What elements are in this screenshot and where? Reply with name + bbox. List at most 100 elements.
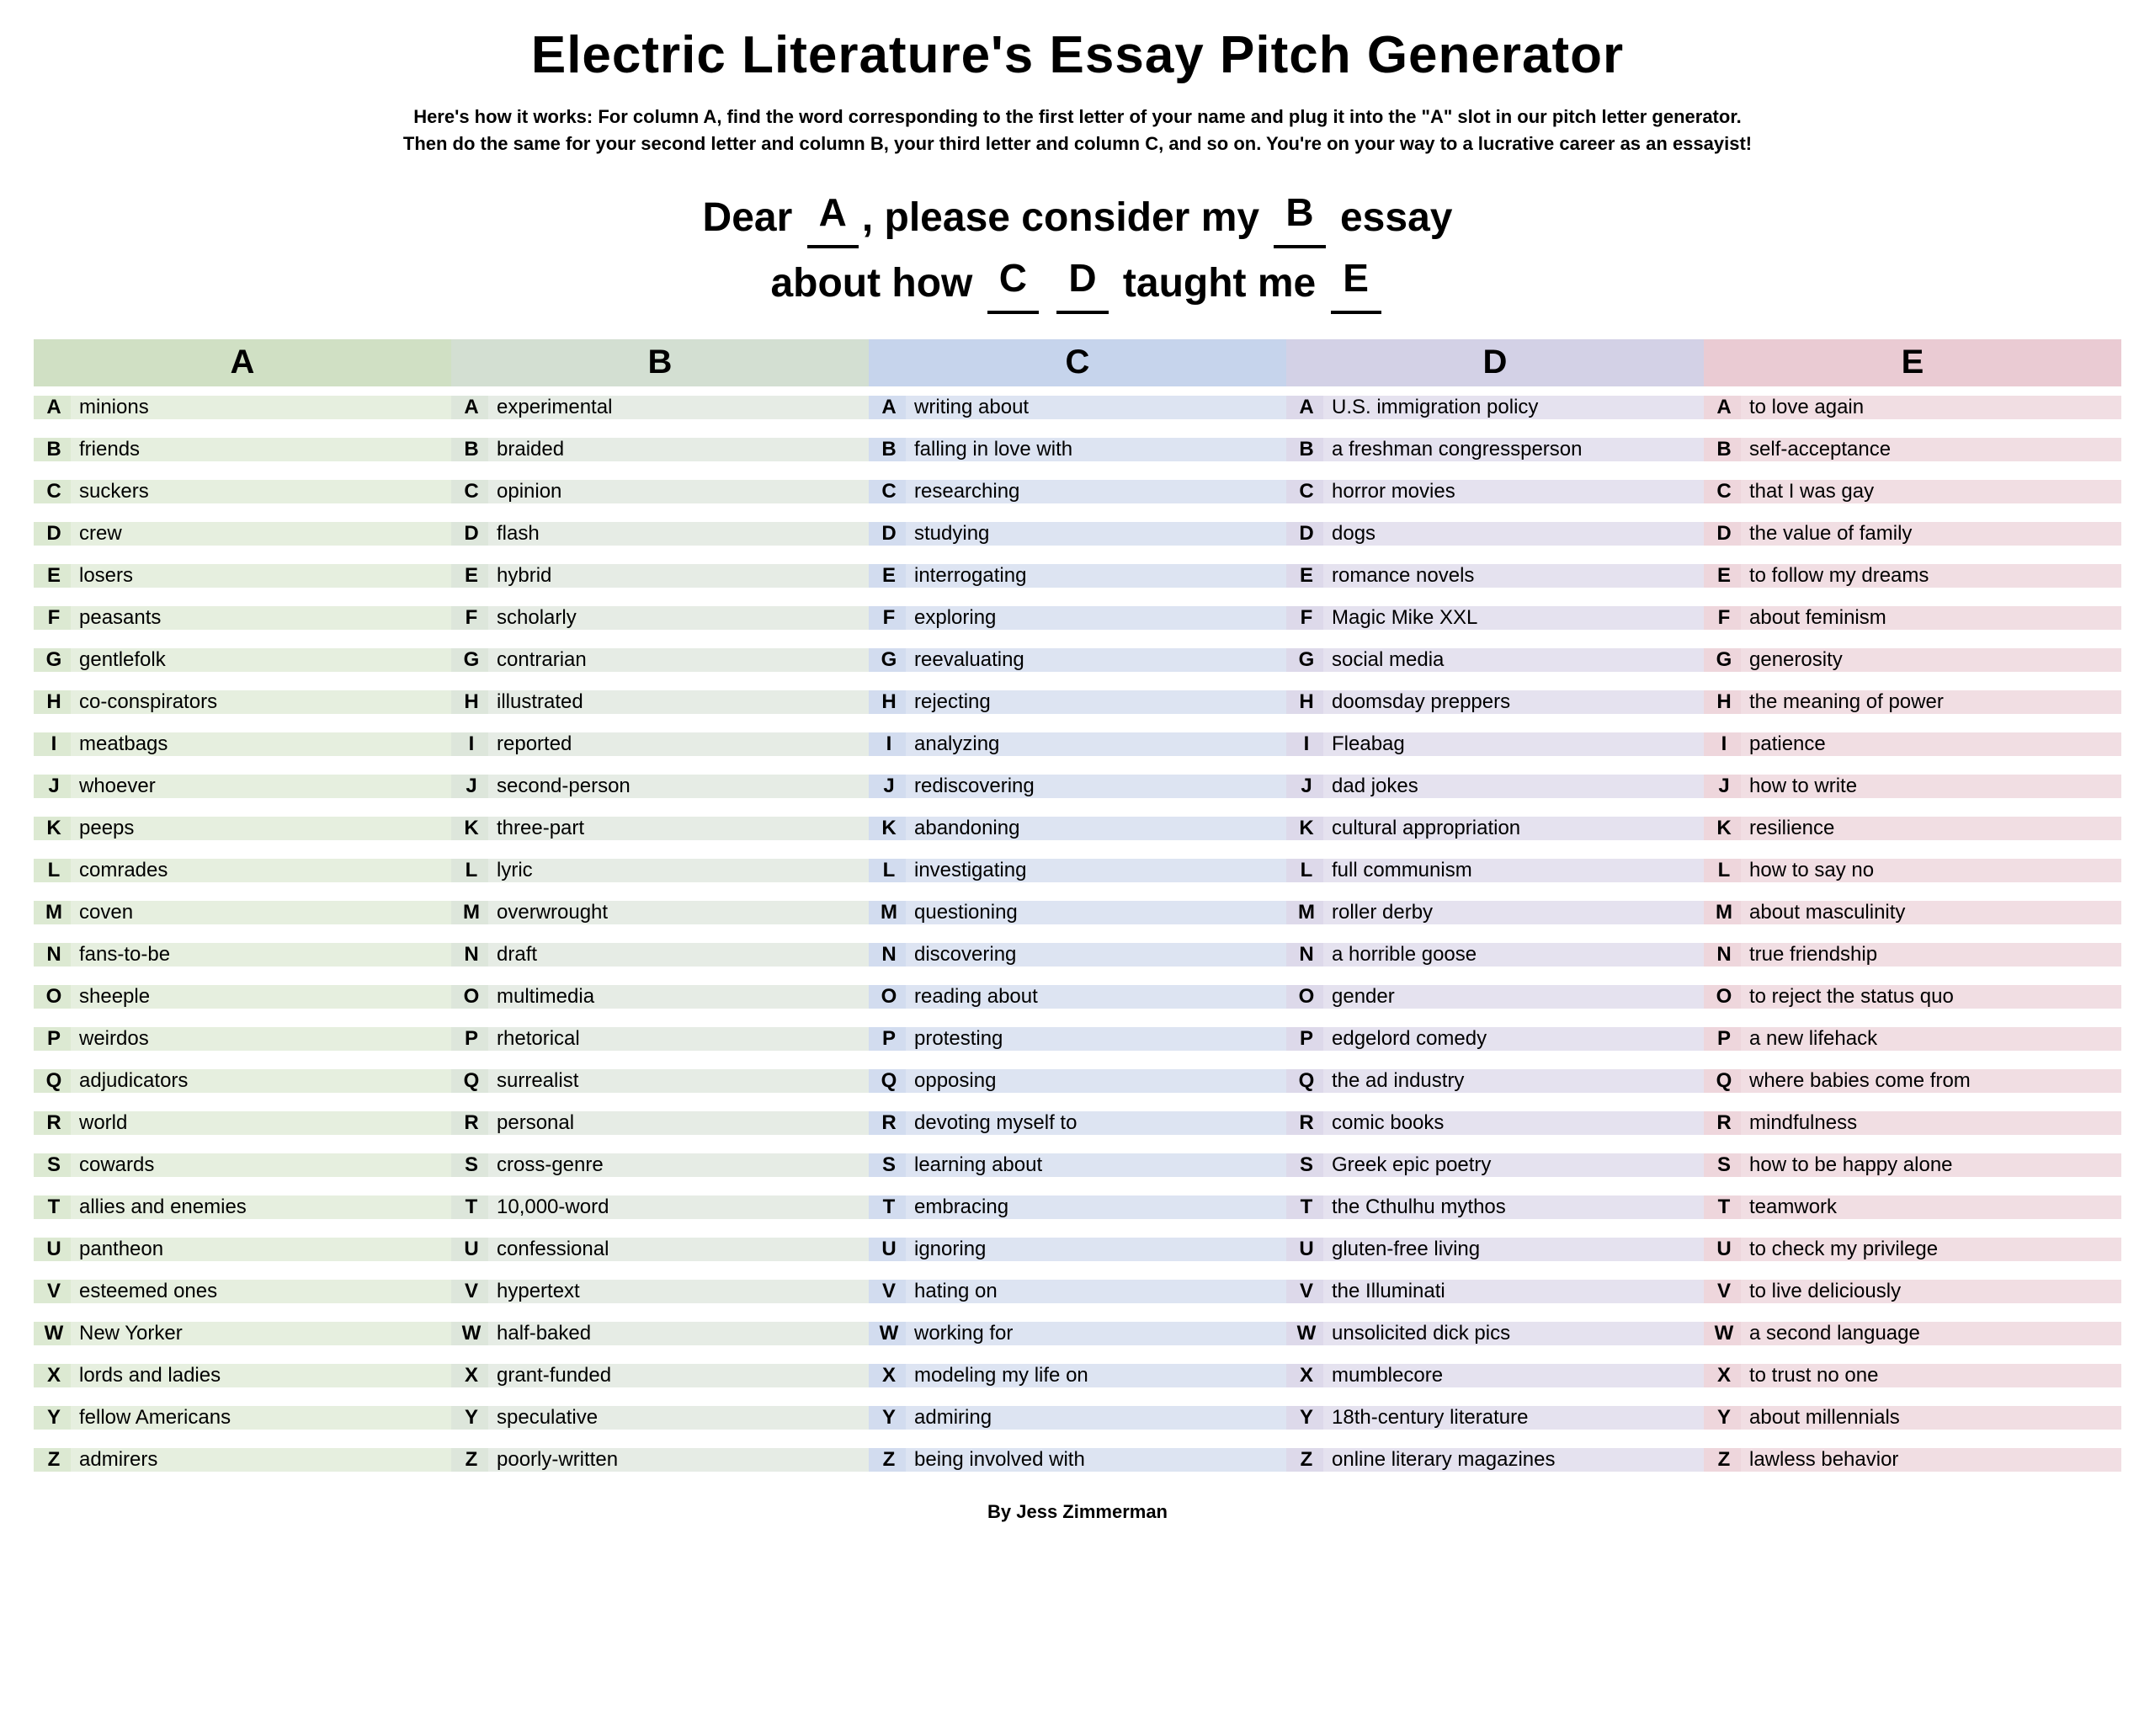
row-value: fellow Americans — [71, 1406, 451, 1430]
row-letter: L — [869, 859, 906, 882]
row-letter: S — [34, 1153, 71, 1177]
row-value: to live deliciously — [1741, 1280, 2121, 1303]
table-row: Uto check my privilege — [1704, 1228, 2121, 1270]
table-row: Kcultural appropriation — [1286, 807, 1704, 849]
table-row: Csuckers — [34, 471, 451, 513]
table-row: Qopposing — [869, 1060, 1286, 1102]
row-value: cowards — [71, 1153, 451, 1177]
table-row: Jwhoever — [34, 765, 451, 807]
template-text: essay — [1329, 195, 1453, 240]
row-value: suckers — [71, 480, 451, 503]
table-row: Xto trust no one — [1704, 1355, 2121, 1397]
row-letter: X — [34, 1364, 71, 1387]
row-value: three-part — [488, 817, 869, 840]
table-row: Ato love again — [1704, 386, 2121, 429]
row-value: comrades — [71, 859, 451, 882]
row-letter: R — [451, 1111, 488, 1135]
row-letter: U — [451, 1238, 488, 1261]
table-row: Jsecond-person — [451, 765, 869, 807]
table-row: Hillustrated — [451, 681, 869, 723]
template-line-1: Dear A, please consider my B essay — [34, 183, 2121, 248]
template-text: taught me — [1112, 261, 1328, 306]
table-row: Dstudying — [869, 513, 1286, 555]
table-row: Upantheon — [34, 1228, 451, 1270]
blank-e-letter: E — [1343, 256, 1369, 300]
row-value: being involved with — [906, 1448, 1286, 1472]
row-letter: E — [34, 564, 71, 588]
row-letter: T — [451, 1195, 488, 1219]
table-row: Bfriends — [34, 429, 451, 471]
row-letter: N — [869, 943, 906, 967]
row-letter: T — [1286, 1195, 1323, 1219]
row-value: teamwork — [1741, 1195, 2121, 1219]
row-letter: O — [1286, 985, 1323, 1009]
row-letter: K — [34, 817, 71, 840]
row-value: experimental — [488, 396, 869, 419]
row-letter: R — [1286, 1111, 1323, 1135]
table-row: Jdad jokes — [1286, 765, 1704, 807]
row-value: admirers — [71, 1448, 451, 1472]
row-value: personal — [488, 1111, 869, 1135]
row-value: working for — [906, 1322, 1286, 1345]
table-row: Pweirdos — [34, 1018, 451, 1060]
row-value: opposing — [906, 1069, 1286, 1093]
row-letter: N — [1704, 943, 1741, 967]
row-letter: A — [451, 396, 488, 419]
row-value: losers — [71, 564, 451, 588]
row-value: gluten-free living — [1323, 1238, 1704, 1261]
row-value: analyzing — [906, 732, 1286, 756]
table-row: Ipatience — [1704, 723, 2121, 765]
row-letter: O — [1704, 985, 1741, 1009]
row-letter: O — [451, 985, 488, 1009]
row-letter: S — [869, 1153, 906, 1177]
row-letter: O — [869, 985, 906, 1009]
table-row: Rpersonal — [451, 1102, 869, 1144]
table-row: Zbeing involved with — [869, 1439, 1286, 1481]
column-c: CAwriting aboutBfalling in love withCres… — [869, 339, 1286, 1481]
table-row: Ireported — [451, 723, 869, 765]
table-row: Ba freshman congressperson — [1286, 429, 1704, 471]
row-value: rejecting — [906, 690, 1286, 714]
page-container: Electric Literature's Essay Pitch Genera… — [34, 25, 2121, 1523]
row-value: falling in love with — [906, 438, 1286, 461]
table-row: Hrejecting — [869, 681, 1286, 723]
template-text: about how — [770, 261, 983, 306]
row-value: pantheon — [71, 1238, 451, 1261]
row-value: dogs — [1323, 522, 1704, 546]
row-letter: K — [1704, 817, 1741, 840]
row-value: abandoning — [906, 817, 1286, 840]
row-letter: A — [869, 396, 906, 419]
row-letter: N — [1286, 943, 1323, 967]
table-row: Hdoomsday preppers — [1286, 681, 1704, 723]
row-value: devoting myself to — [906, 1111, 1286, 1135]
table-row: Zlawless behavior — [1704, 1439, 2121, 1481]
row-letter: T — [869, 1195, 906, 1219]
row-letter: M — [1704, 901, 1741, 924]
generator-table: AAminionsBfriendsCsuckersDcrewElosersFpe… — [34, 339, 2121, 1481]
table-row: Kthree-part — [451, 807, 869, 849]
table-row: Jhow to write — [1704, 765, 2121, 807]
row-letter: C — [34, 480, 71, 503]
row-value: gentlefolk — [71, 648, 451, 672]
row-value: how to be happy alone — [1741, 1153, 2121, 1177]
row-letter: Q — [1704, 1069, 1741, 1093]
column-b: BAexperimentalBbraidedCopinionDflashEhyb… — [451, 339, 869, 1481]
row-value: peasants — [71, 606, 451, 630]
row-letter: T — [34, 1195, 71, 1219]
row-letter: H — [869, 690, 906, 714]
table-row: Ehybrid — [451, 555, 869, 597]
table-row: Einterrogating — [869, 555, 1286, 597]
row-value: whoever — [71, 775, 451, 798]
blank-b: B — [1274, 183, 1325, 248]
row-value: fans-to-be — [71, 943, 451, 967]
row-letter: P — [451, 1027, 488, 1051]
row-value: the ad industry — [1323, 1069, 1704, 1093]
row-letter: J — [451, 775, 488, 798]
table-row: Aexperimental — [451, 386, 869, 429]
row-value: protesting — [906, 1027, 1286, 1051]
row-value: grant-funded — [488, 1364, 869, 1387]
row-letter: Y — [1286, 1406, 1323, 1430]
row-letter: K — [869, 817, 906, 840]
row-letter: B — [869, 438, 906, 461]
table-row: Pa new lifehack — [1704, 1018, 2121, 1060]
